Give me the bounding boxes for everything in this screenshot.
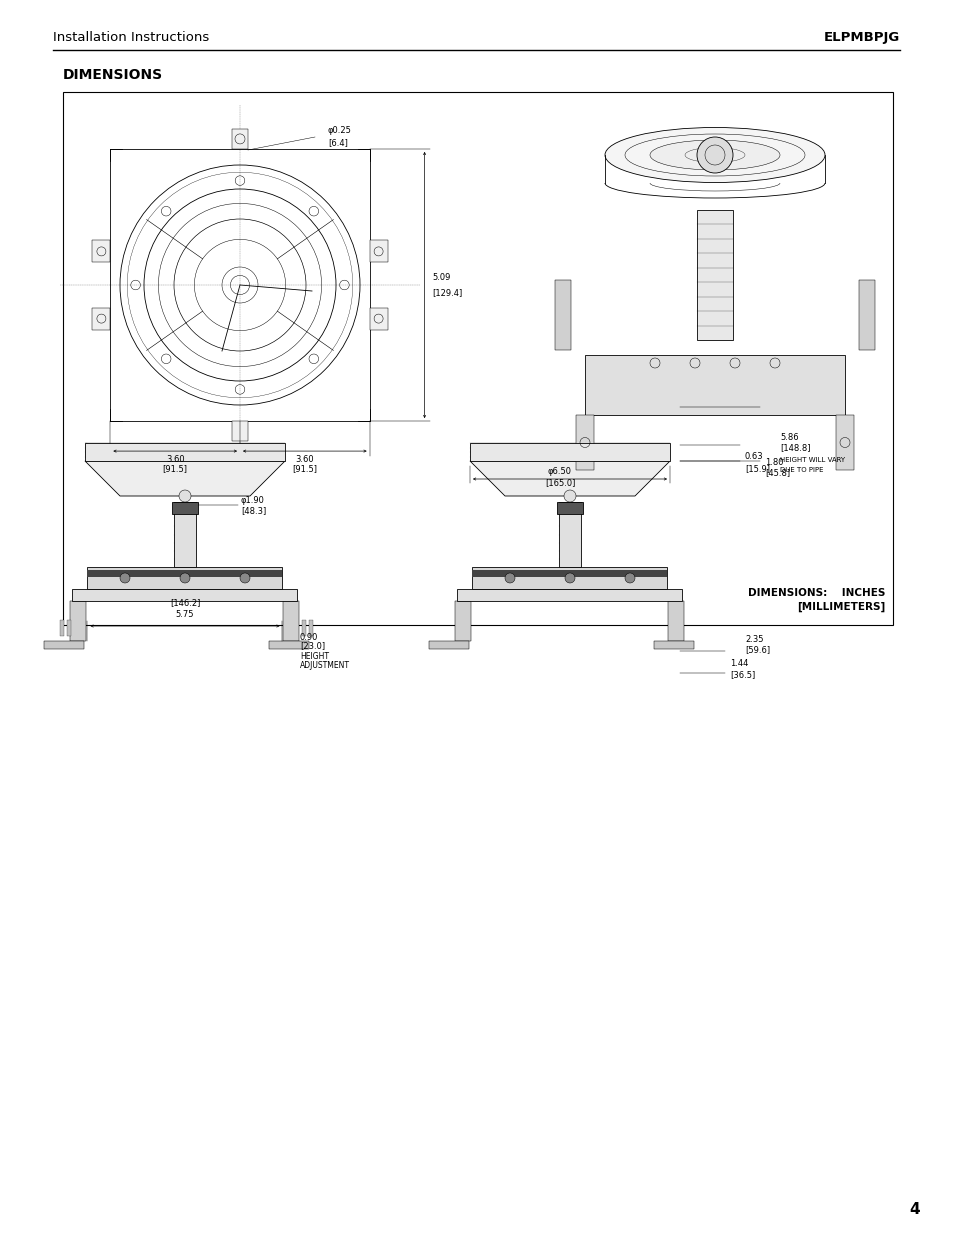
Text: [165.0]: [165.0]: [544, 478, 575, 488]
Circle shape: [624, 573, 635, 583]
Text: 3.60: 3.60: [295, 454, 314, 463]
Bar: [68, 620, 71, 636]
Text: 2.35: 2.35: [744, 635, 762, 643]
Bar: [63, 91, 892, 625]
Bar: [173, 501, 195, 567]
Bar: [584, 354, 844, 415]
Bar: [557, 501, 582, 514]
Bar: [835, 415, 853, 471]
Text: 5.75: 5.75: [175, 610, 194, 619]
Bar: [232, 421, 248, 441]
Circle shape: [180, 573, 190, 583]
Text: φ6.50: φ6.50: [547, 467, 572, 475]
Bar: [558, 501, 580, 567]
Bar: [455, 601, 471, 641]
Circle shape: [504, 573, 515, 583]
Text: DUE TO PIPE: DUE TO PIPE: [780, 467, 822, 473]
Bar: [88, 567, 282, 589]
Text: [146.2]: [146.2]: [170, 599, 200, 608]
Bar: [369, 241, 387, 262]
Text: [48.3]: [48.3]: [241, 506, 266, 515]
Circle shape: [179, 490, 191, 501]
Text: [23.0]: [23.0]: [299, 641, 325, 651]
Text: Installation Instructions: Installation Instructions: [53, 31, 209, 43]
Bar: [92, 241, 111, 262]
Text: 0.90: 0.90: [299, 632, 318, 641]
Text: 5.86: 5.86: [780, 432, 798, 441]
Bar: [72, 589, 297, 601]
Polygon shape: [470, 461, 669, 496]
Bar: [697, 210, 732, 340]
Bar: [457, 589, 681, 601]
Circle shape: [563, 490, 576, 501]
Bar: [369, 308, 387, 330]
Bar: [576, 415, 594, 471]
Text: ELPMBPJG: ELPMBPJG: [822, 31, 899, 43]
Text: HEIGHT WILL VARY: HEIGHT WILL VARY: [780, 457, 844, 463]
Text: HEIGHT: HEIGHT: [299, 652, 329, 661]
Ellipse shape: [604, 127, 824, 183]
Text: [45.8]: [45.8]: [764, 468, 789, 478]
Text: [MILLIMETERS]: [MILLIMETERS]: [796, 601, 884, 613]
Circle shape: [564, 573, 575, 583]
Text: [6.4]: [6.4]: [328, 138, 348, 147]
Text: [59.6]: [59.6]: [744, 646, 769, 655]
Bar: [85, 443, 285, 461]
Text: [91.5]: [91.5]: [292, 464, 317, 473]
Bar: [45, 641, 85, 650]
Bar: [472, 567, 667, 589]
Text: 1.44: 1.44: [729, 658, 747, 667]
Bar: [654, 641, 694, 650]
Text: DIMENSIONS: DIMENSIONS: [63, 68, 163, 82]
Circle shape: [697, 137, 732, 173]
Ellipse shape: [649, 140, 780, 170]
Bar: [283, 601, 299, 641]
Bar: [71, 601, 87, 641]
Bar: [172, 501, 198, 514]
Bar: [858, 280, 874, 350]
Bar: [88, 571, 282, 577]
Text: 3.60: 3.60: [166, 454, 184, 463]
Text: 5.09: 5.09: [432, 273, 451, 282]
Text: 4: 4: [909, 1203, 920, 1218]
Bar: [232, 128, 248, 149]
Text: ADJUSTMENT: ADJUSTMENT: [299, 661, 350, 669]
Bar: [472, 571, 667, 577]
Text: [148.8]: [148.8]: [780, 443, 810, 452]
Text: [36.5]: [36.5]: [729, 671, 755, 679]
Text: [91.5]: [91.5]: [163, 464, 188, 473]
Circle shape: [120, 573, 130, 583]
Text: 1.80: 1.80: [764, 457, 782, 467]
Bar: [668, 601, 684, 641]
Bar: [60, 620, 65, 636]
Text: DIMENSIONS:    INCHES: DIMENSIONS: INCHES: [747, 588, 884, 598]
Text: φ1.90: φ1.90: [241, 495, 265, 505]
Bar: [92, 308, 111, 330]
Bar: [269, 641, 309, 650]
Bar: [555, 280, 571, 350]
Text: [15.9]: [15.9]: [744, 464, 769, 473]
Bar: [302, 620, 306, 636]
Bar: [309, 620, 314, 636]
Bar: [429, 641, 469, 650]
Polygon shape: [85, 461, 285, 496]
Text: φ0.25: φ0.25: [328, 126, 352, 135]
Text: [129.4]: [129.4]: [432, 289, 462, 298]
Circle shape: [240, 573, 250, 583]
Text: 0.63: 0.63: [744, 452, 762, 461]
Bar: [470, 443, 669, 461]
